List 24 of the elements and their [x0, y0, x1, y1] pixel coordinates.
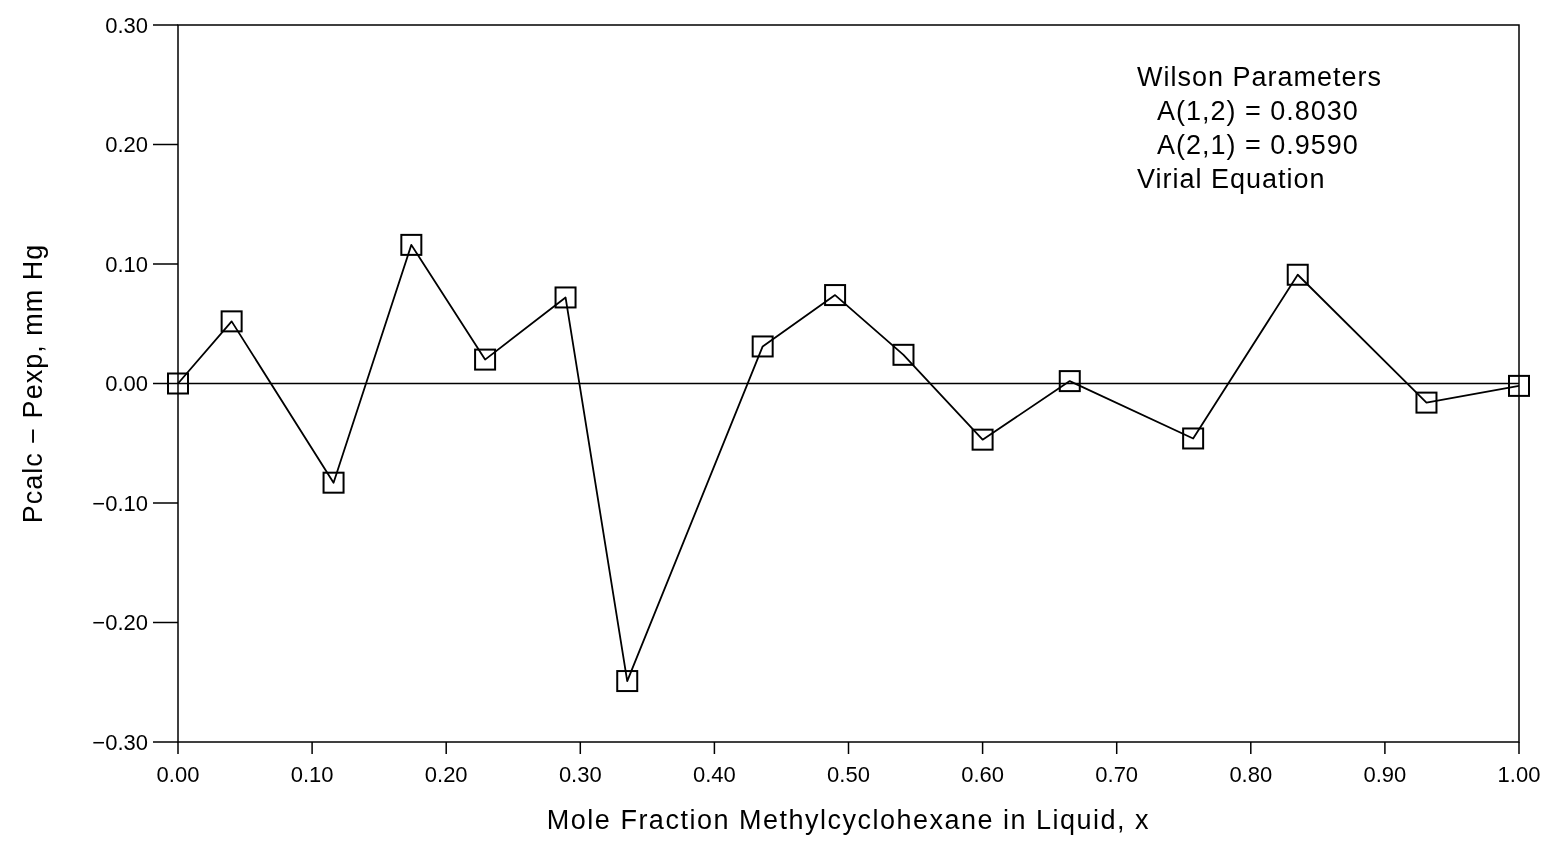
x-tick-label: 0.10	[290, 762, 334, 787]
x-tick-label: 0.70	[1095, 762, 1139, 787]
y-tick-label: 0.20	[105, 132, 148, 158]
y-tick-label: 0.10	[105, 251, 148, 277]
x-tick-label: 0.80	[1229, 762, 1273, 787]
y-tick-label: −0.20	[92, 610, 148, 636]
y-tick-label: −0.10	[92, 490, 148, 516]
x-tick-label: 0.30	[558, 762, 602, 787]
x-axis-title: Mole Fraction Methylcyclohexane in Liquid, x	[546, 805, 1151, 835]
annotation: A(1,2) = 0.8030	[1157, 96, 1359, 126]
x-tick-label: 0.90	[1363, 762, 1407, 787]
annotation: Virial Equation	[1137, 164, 1326, 194]
x-tick-label: 0.40	[692, 762, 736, 787]
annotation: Wilson Parameters	[1137, 62, 1383, 92]
y-tick-label: −0.30	[92, 729, 148, 755]
x-tick-label: 0.00	[156, 762, 200, 787]
annotation: A(2,1) = 0.9590	[1157, 130, 1359, 160]
x-tick-label: 0.20	[424, 762, 468, 787]
y-axis-title: Pcalc − Pexp, mm Hg	[18, 243, 48, 524]
x-tick-label: 0.50	[827, 762, 870, 787]
x-tick-label: 0.60	[961, 762, 1005, 787]
x-tick-label: 1.00	[1497, 762, 1541, 787]
y-tick-label: 0.00	[105, 371, 148, 397]
y-tick-label: 0.30	[105, 12, 148, 38]
